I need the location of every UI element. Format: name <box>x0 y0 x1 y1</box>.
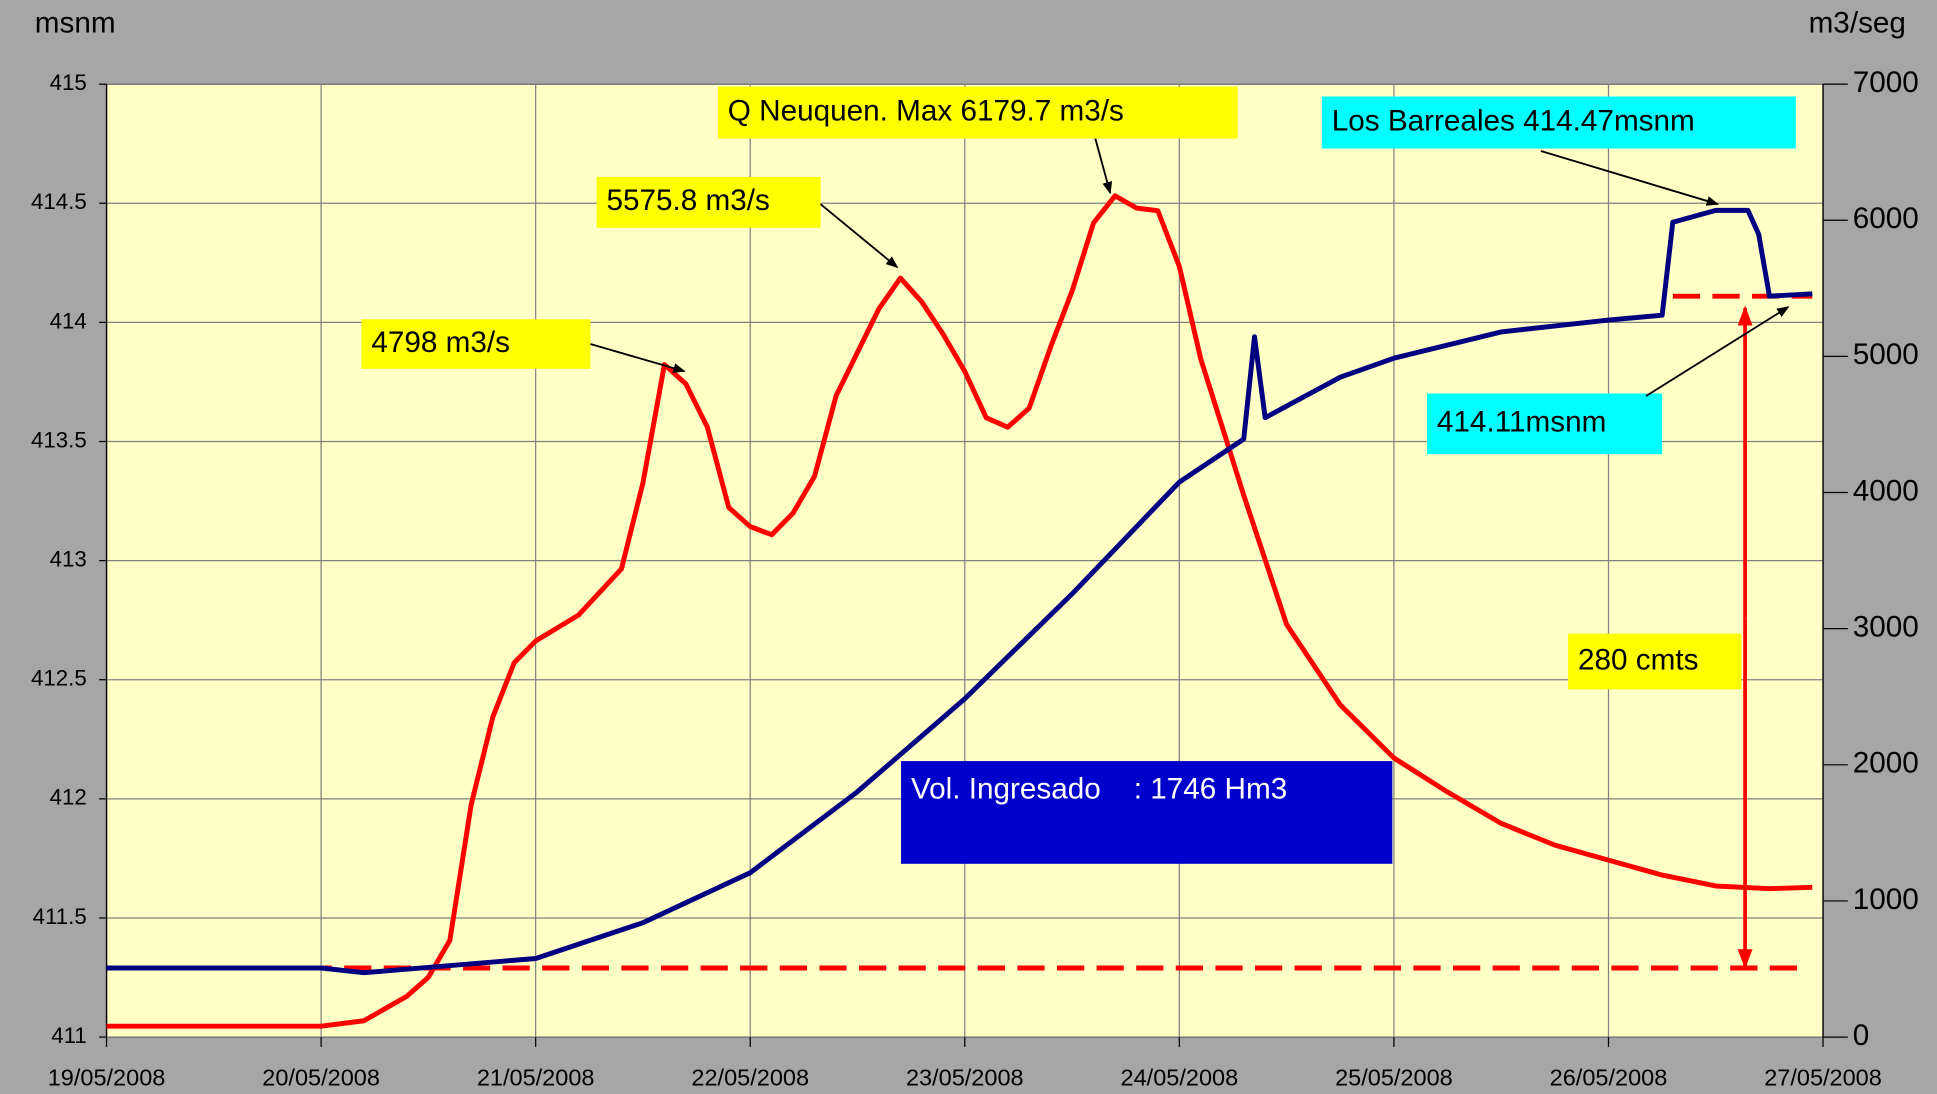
x-tick-label: 23/05/2008 <box>906 1064 1024 1090</box>
y-tick-label: 413 <box>50 547 87 572</box>
x-tick-label: 20/05/2008 <box>262 1064 380 1090</box>
y-tick-label: 412.5 <box>31 666 87 691</box>
annotation: 5575.8 m3/s <box>607 184 770 217</box>
y2-tick-label: 7000 <box>1853 66 1919 99</box>
y2-tick-label: 4000 <box>1853 474 1919 507</box>
y-tick-label: 414.5 <box>31 189 87 214</box>
annotation-box <box>596 176 821 228</box>
y2-tick-label: 2000 <box>1853 747 1919 780</box>
annotation-box <box>1321 96 1796 149</box>
y-tick-label: 412 <box>50 785 87 810</box>
x-tick-label: 22/05/2008 <box>691 1064 809 1090</box>
y-tick-label: 411 <box>51 1023 87 1048</box>
annotation-box <box>717 86 1238 139</box>
x-tick-label: 21/05/2008 <box>477 1064 595 1090</box>
x-tick-label: 25/05/2008 <box>1335 1064 1453 1090</box>
y2-axis-label: m3/seg <box>1809 7 1906 40</box>
y2-tick-label: 5000 <box>1853 338 1919 371</box>
y2-tick-label: 6000 <box>1853 202 1919 235</box>
x-tick-label: 19/05/2008 <box>48 1064 166 1090</box>
annotation: 414.11msnm <box>1437 406 1606 439</box>
y-axis-label: msnm <box>35 7 116 40</box>
annotation-arrow <box>1645 306 1790 397</box>
annotation: 280 cmts <box>1578 643 1698 676</box>
annotation-arrow <box>820 203 899 269</box>
data-line <box>106 207 1813 976</box>
annotation-box <box>1427 393 1663 455</box>
annotation-arrow <box>590 343 686 373</box>
annotation: Vol. Ingresado : 1746 Hm3 <box>911 773 1287 806</box>
annotation: Los Barreales 414.47msnm <box>1332 104 1695 137</box>
x-tick-label: 27/05/2008 <box>1764 1064 1882 1090</box>
annotation-arrow <box>1540 150 1720 206</box>
x-tick-label: 24/05/2008 <box>1121 1064 1239 1090</box>
y2-tick-label: 1000 <box>1853 883 1919 916</box>
y2-tick-label: 0 <box>1853 1019 1870 1052</box>
y-tick-label: 411.5 <box>33 904 87 929</box>
y-tick-label: 413.5 <box>31 427 87 452</box>
annotation: 4798 m3/s <box>371 326 510 359</box>
annotation-box <box>1568 633 1742 690</box>
annotation-box <box>361 319 591 369</box>
data-line <box>106 193 1813 1029</box>
annotation: Q Neuquen. Max 6179.7 m3/s <box>728 94 1124 127</box>
x-tick-label: 26/05/2008 <box>1550 1064 1668 1090</box>
y-tick-label: 414 <box>50 308 87 333</box>
annotation-arrow <box>1094 138 1113 195</box>
y2-tick-label: 3000 <box>1853 611 1919 644</box>
annotation-box <box>901 761 1393 864</box>
y-tick-label: 415 <box>50 70 87 95</box>
